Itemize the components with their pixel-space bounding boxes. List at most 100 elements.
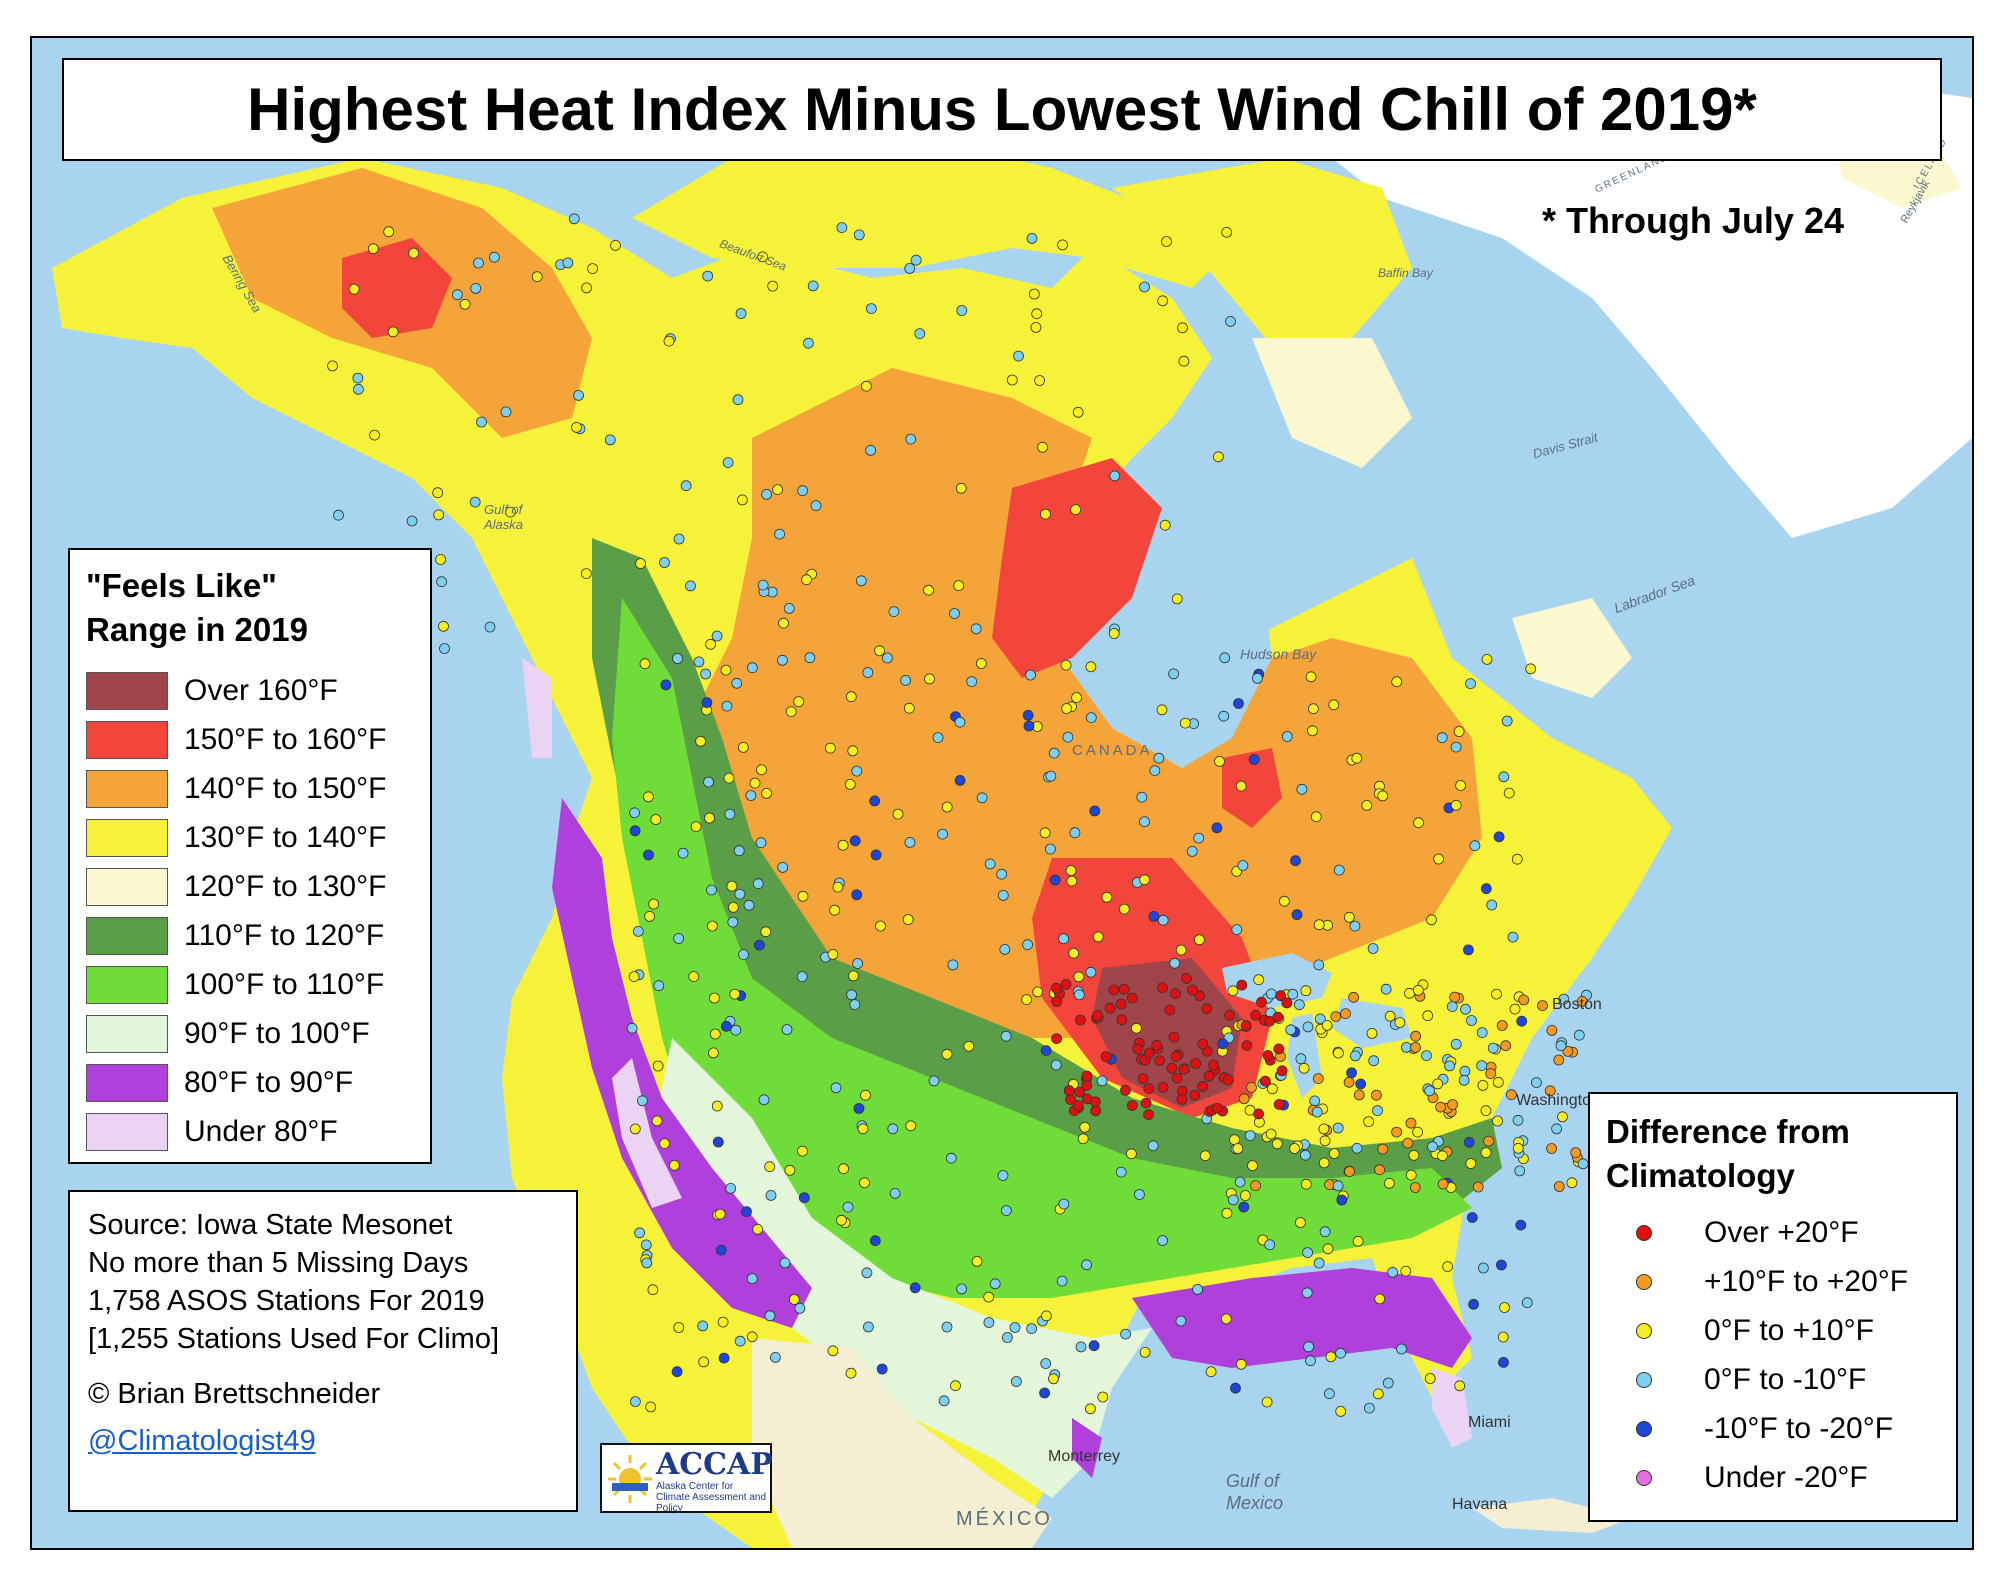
station-dot xyxy=(760,926,772,938)
station-dot xyxy=(712,1136,724,1148)
station-dot xyxy=(1048,747,1060,759)
station-dot xyxy=(1118,903,1130,915)
station-dot xyxy=(629,825,641,837)
station-dot xyxy=(937,828,948,840)
station-dot xyxy=(941,1048,953,1060)
station-dot xyxy=(801,574,812,586)
arctic-islands xyxy=(632,138,1232,288)
map-frame: Bering Sea Gulf of Alaska Beaufort Sea B… xyxy=(30,36,1974,1550)
logo-subtitle: Alaska Center for Climate Assessment and… xyxy=(656,1481,767,1514)
station-dot xyxy=(1176,1094,1188,1105)
station-dot xyxy=(1525,663,1537,675)
station-dot xyxy=(629,1123,641,1135)
difference-rows: Over +20°F +10°F to +20°F 0°F to +10°F 0°F … xyxy=(1606,1208,1956,1502)
station-dot xyxy=(1092,1010,1103,1021)
station-dot xyxy=(1333,864,1345,876)
label-havana: Havana xyxy=(1452,1496,1508,1513)
station-dot xyxy=(1312,1073,1324,1084)
station-dot xyxy=(1063,1085,1075,1096)
twitter-handle-link[interactable]: @Climatologist49 xyxy=(88,1425,316,1457)
station-dot xyxy=(1040,508,1051,520)
north-america-map[interactable] xyxy=(32,38,1972,1548)
station-dot xyxy=(1465,1158,1477,1169)
station-dot xyxy=(1313,1257,1325,1269)
station-dot xyxy=(734,1335,746,1347)
station-dot xyxy=(629,807,640,819)
station-dot xyxy=(954,716,966,728)
difference-item: -10°F to -20°F xyxy=(1606,1404,1956,1453)
legend-item: 150°F to 160°F xyxy=(86,715,430,764)
difference-item-label: -10°F to -20°F xyxy=(1704,1411,1894,1445)
station-dot xyxy=(845,691,857,703)
station-dot xyxy=(1518,994,1530,1006)
station-dot xyxy=(797,1145,808,1157)
station-dot xyxy=(1511,853,1523,865)
station-dot xyxy=(1296,783,1308,795)
station-dot xyxy=(630,1396,641,1407)
station-dot xyxy=(1040,1358,1052,1369)
station-dot xyxy=(1400,1265,1412,1277)
station-dot xyxy=(1374,1293,1386,1305)
station-dot xyxy=(1546,1143,1557,1154)
station-dot xyxy=(743,899,755,911)
legend-item-label: 100°F to 110°F xyxy=(184,967,385,1001)
station-dot xyxy=(1170,1051,1182,1063)
zone-bright-green xyxy=(612,598,1472,1298)
station-dot xyxy=(1300,1149,1311,1161)
label-baffin-bay: Baffin Bay xyxy=(1378,266,1433,280)
station-dots xyxy=(327,213,1592,1417)
map-title: Highest Heat Index Minus Lowest Wind Chi… xyxy=(247,76,1757,143)
legend-title: "Feels Like" Range in 2019 xyxy=(86,564,430,652)
station-dot xyxy=(997,1170,1009,1181)
station-dot xyxy=(1061,703,1072,714)
station-dot xyxy=(673,533,685,545)
station-dot xyxy=(1079,1121,1091,1133)
station-dot xyxy=(637,1095,648,1107)
station-dot xyxy=(628,971,640,982)
station-dot xyxy=(794,1303,806,1314)
station-dot xyxy=(861,380,872,392)
station-dot xyxy=(650,814,662,825)
difference-item-label: 0°F to -10°F xyxy=(1704,1362,1867,1396)
legend-item-label: 140°F to 150°F xyxy=(184,771,387,805)
station-dot xyxy=(1310,811,1322,823)
station-dot xyxy=(1179,717,1191,729)
station-dot xyxy=(904,837,916,848)
station-dot xyxy=(1143,1109,1154,1120)
station-dot xyxy=(433,509,445,521)
station-dot xyxy=(383,226,395,238)
station-dot xyxy=(634,1227,645,1239)
station-dot xyxy=(1085,1403,1096,1415)
station-dot xyxy=(1194,934,1205,946)
station-dot xyxy=(1248,754,1260,765)
station-dot xyxy=(1267,1083,1278,1095)
station-dot xyxy=(1435,1101,1446,1113)
station-dot xyxy=(1085,712,1097,723)
station-dot xyxy=(1476,1027,1488,1038)
station-dot xyxy=(1116,1014,1128,1026)
station-dot xyxy=(824,742,836,754)
station-dot xyxy=(1050,1059,1062,1071)
station-dot xyxy=(1045,770,1057,782)
station-dot xyxy=(1366,1028,1378,1039)
source-lines: Source: Iowa State Mesonet No more than 5… xyxy=(88,1206,576,1358)
station-dot xyxy=(1521,1297,1533,1309)
station-dot xyxy=(1048,1373,1059,1385)
station-dot xyxy=(882,652,893,664)
station-dot xyxy=(1218,710,1230,722)
legend-title-line1: "Feels Like" xyxy=(86,567,277,604)
station-dot xyxy=(580,568,592,579)
station-dot xyxy=(1238,1201,1250,1213)
station-dot xyxy=(829,904,840,916)
station-dot xyxy=(1070,504,1081,516)
station-dot xyxy=(333,509,344,521)
station-dot xyxy=(632,926,644,937)
station-dot xyxy=(488,251,500,263)
station-dot xyxy=(765,1190,777,1201)
station-dot xyxy=(1197,1080,1209,1092)
station-dot xyxy=(1039,827,1051,839)
station-dot xyxy=(1553,1054,1565,1066)
station-dot xyxy=(863,1321,874,1333)
station-dot xyxy=(757,251,768,263)
station-dot xyxy=(1189,1089,1201,1101)
